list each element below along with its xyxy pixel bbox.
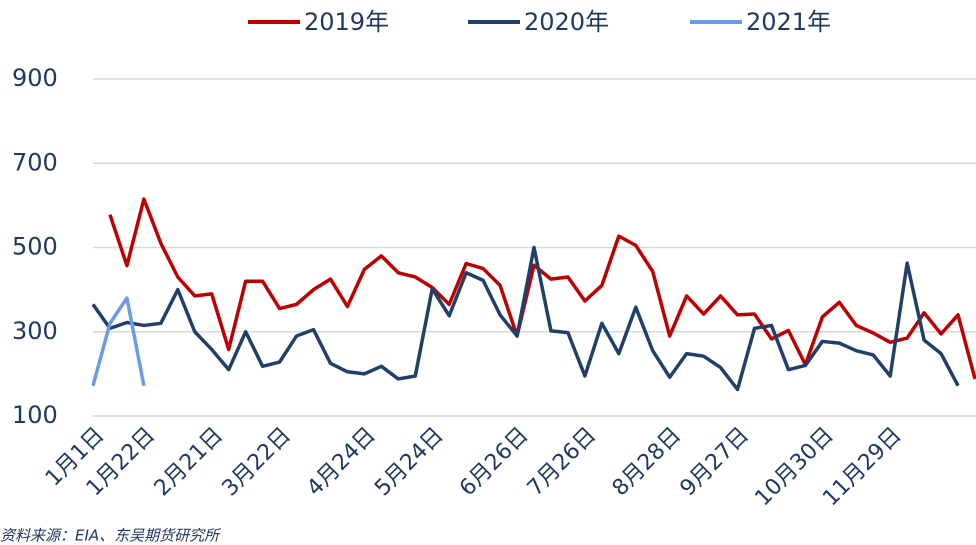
y-tick-label: 100 [12,401,58,429]
x-tick-label: 3月22日 [218,423,296,501]
source-note: 资料来源：EIA、东吴期货研究所 [0,527,221,545]
y-tick-label: 300 [12,317,58,345]
x-tick-label: 8月28日 [608,423,686,501]
y-tick-label: 500 [12,233,58,261]
series-line [108,197,976,380]
x-tick-label: 4月24日 [302,423,380,501]
series-line [91,296,146,387]
x-tick-label: 5月24日 [370,423,448,501]
y-tick-label: 900 [12,64,58,92]
y-tick-label: 700 [12,148,58,176]
x-tick-label: 7月26日 [523,423,601,501]
x-tick-label: 6月26日 [455,423,533,501]
legend-label: 2021年 [746,8,831,36]
legend-label: 2019年 [304,8,389,36]
x-tick-label: 9月27日 [676,423,754,501]
series-line [91,245,960,392]
x-tick-label: 2月21日 [150,423,228,501]
legend-label: 2020年 [524,8,609,36]
